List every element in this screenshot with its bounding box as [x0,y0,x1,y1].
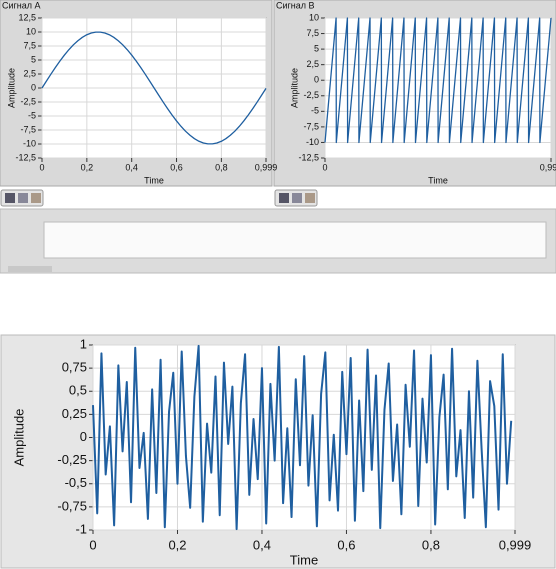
graph: 10,750,50,250-0,25-0,5-0,75-10 0,2 0,4 0,6 0… [11,336,531,567]
y-tick-label: 10 [309,12,319,22]
graph: 107,552,50-2,5-5-7,5-10-12,500,999Сигнал… [276,0,556,185]
y-tick-label: -2,5 [20,96,36,106]
y-tick-label: 2,5 [306,59,319,69]
x-tick-label: 0,999 [255,162,278,172]
y-tick-label: 1 [80,336,87,351]
x-tick-label: 0,999 [499,537,532,552]
y-tick-label: 0 [314,75,319,85]
y-tick-label: 5 [31,54,36,64]
tool-cursor[interactable] [279,193,289,203]
y-tick-label: -7,5 [303,121,319,131]
y-tick-label: 7,5 [306,28,319,38]
y-tick-label: -12,5 [298,152,319,162]
chart-title: Сигнал В [276,0,315,10]
x-tick-label: 0,6 [337,537,355,552]
x-tick-label: 0 [322,162,327,172]
x-tick-label: 0,6 [170,162,183,172]
y-tick-label: 2,5 [23,68,36,78]
x-tick-label: 0,4 [125,162,138,172]
strip-plot [43,221,547,259]
y-tick-label: 0,5 [69,383,87,398]
y-tick-label: 7,5 [23,40,36,50]
y-tick-label: -7,5 [20,124,36,134]
y-tick-label: -5 [28,110,36,120]
y-tick-label: 12,5 [18,12,36,22]
x-tick-label: 0,8 [215,162,228,172]
x-tick-label: 0,2 [81,162,94,172]
tool-cursor[interactable] [5,193,15,203]
y-axis-label: Amplitude [6,68,16,108]
y-axis-label: Amplitude [11,409,26,467]
y-tick-label: -2,5 [303,90,319,100]
y-tick-label: 10 [26,26,36,36]
y-tick-label: 0,75 [62,360,87,375]
y-tick-label: -10 [306,137,319,147]
y-tick-label: 0,25 [62,406,87,421]
toolbar-b [274,189,318,207]
y-tick-label: 0 [31,82,36,92]
y-tick-label: -10 [23,138,36,148]
y-tick-label: -5 [311,106,319,116]
x-tick-label: 0,999 [540,162,556,172]
y-tick-label: -12,5 [15,152,36,162]
toolbar-a [0,189,44,207]
strip-toolbar [8,266,52,272]
x-tick-label: 0,8 [422,537,440,552]
chart-title: Сигнал А [2,0,41,10]
tool-pan[interactable] [31,193,41,203]
y-tick-label: -0,5 [65,475,87,490]
signal-line [324,17,552,144]
blurred-strip [0,208,556,274]
tool-zoom[interactable] [18,193,28,203]
signal-line [92,344,513,531]
x-tick-label: 0,4 [253,537,271,552]
y-tick-label: -1 [75,521,87,536]
signal-line [41,31,267,145]
x-tick-label: 0 [89,537,96,552]
x-axis-label: Time [144,175,164,185]
tool-zoom[interactable] [292,193,302,203]
y-tick-label: 0 [80,429,87,444]
x-axis-label: Time [428,175,448,185]
y-tick-label: -0,75 [57,498,87,513]
y-tick-label: 5 [314,43,319,53]
x-tick-label: 0,2 [168,537,186,552]
x-axis-label: Time [290,552,318,567]
y-axis-label: Amplitude [289,68,299,108]
x-tick-label: 0 [39,162,44,172]
y-tick-label: -0,25 [57,452,87,467]
tool-pan[interactable] [305,193,315,203]
